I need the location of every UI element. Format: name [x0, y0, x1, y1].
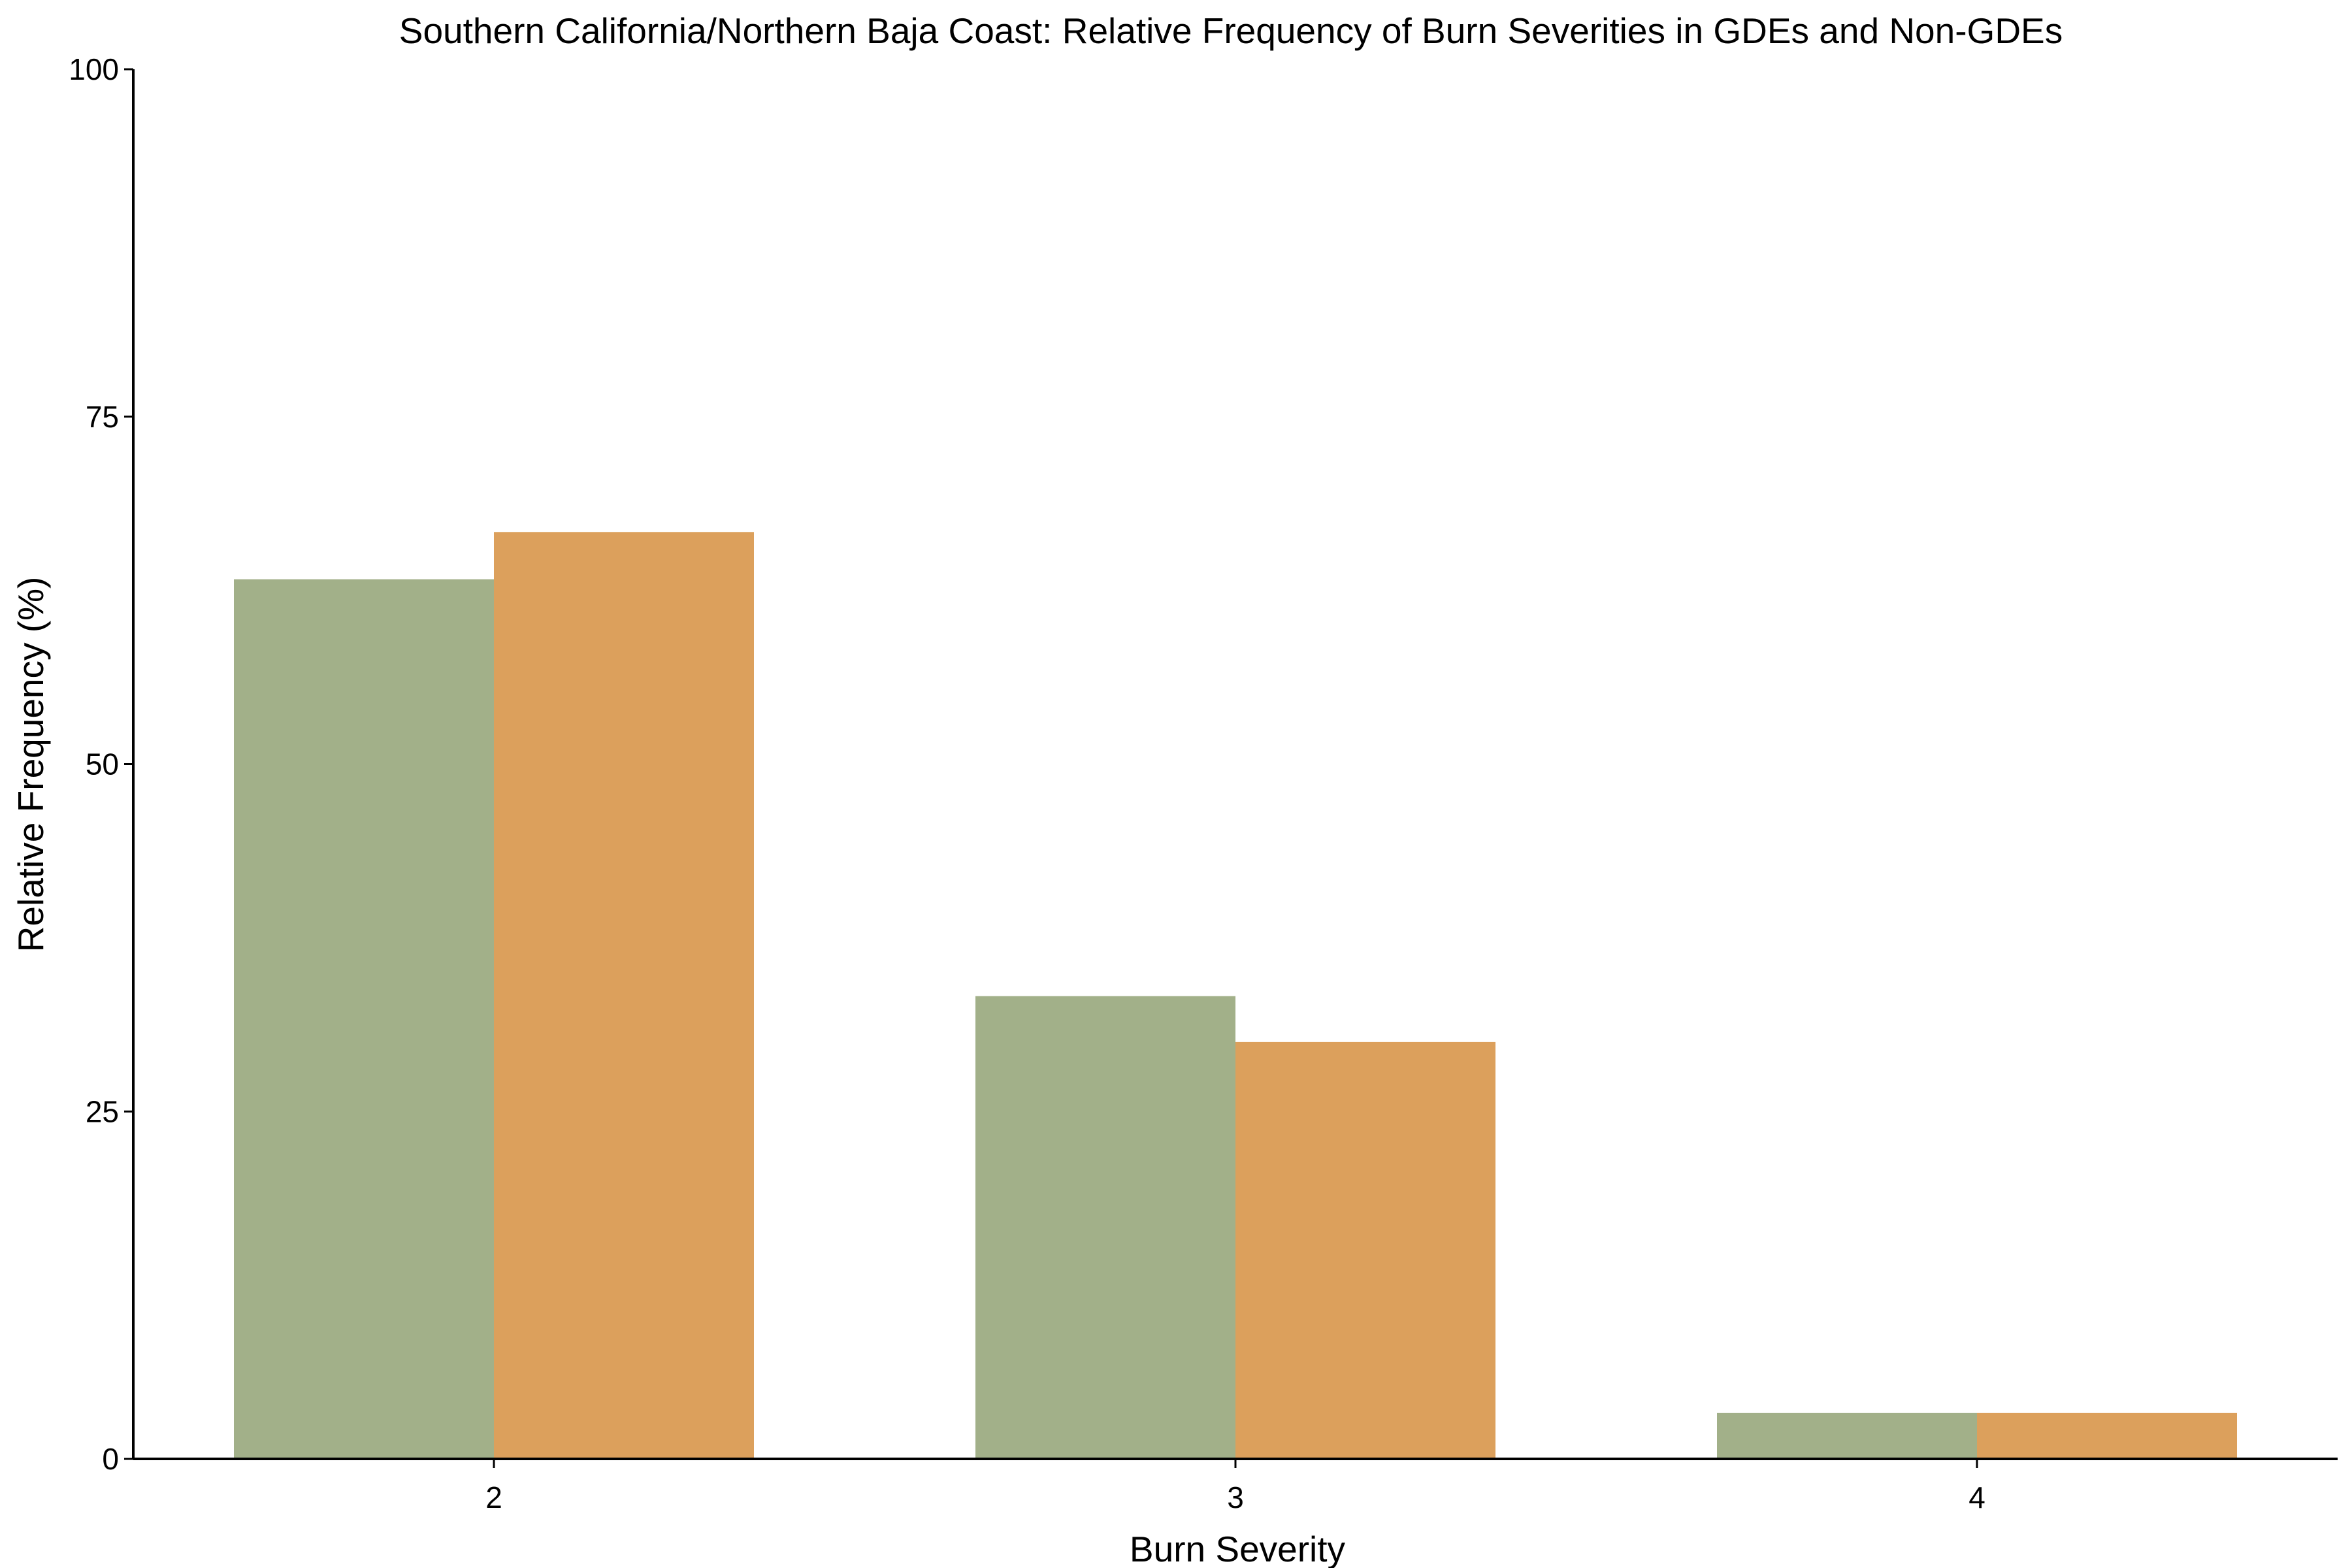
x-tick-label: 2: [485, 1480, 502, 1514]
y-tick-label: 50: [86, 747, 119, 781]
y-axis: 0 25 50 75 100: [69, 52, 133, 1476]
x-axis-label: Burn Severity: [1130, 1529, 1346, 1568]
bar-series-2-cat-2: [494, 532, 754, 1459]
bars-group: [234, 532, 2237, 1459]
bar-series-1-cat-3: [975, 996, 1235, 1459]
bar-series-1-cat-4: [1717, 1413, 1977, 1459]
y-tick-label: 75: [86, 400, 119, 434]
y-tick-label: 100: [69, 52, 119, 86]
y-tick-label: 0: [102, 1442, 119, 1476]
x-axis: 2 3 4: [485, 1459, 1985, 1514]
bar-series-1-cat-2: [234, 579, 494, 1459]
x-tick-label: 3: [1227, 1480, 1244, 1514]
bar-series-2-cat-4: [1977, 1413, 2237, 1459]
chart-title: Southern California/Northern Baja Coast:…: [399, 10, 2063, 51]
bar-series-2-cat-3: [1235, 1041, 1495, 1459]
y-tick-label: 25: [86, 1094, 119, 1128]
y-axis-label: Relative Frequency (%): [10, 577, 51, 953]
x-tick-label: 4: [1968, 1480, 1985, 1514]
